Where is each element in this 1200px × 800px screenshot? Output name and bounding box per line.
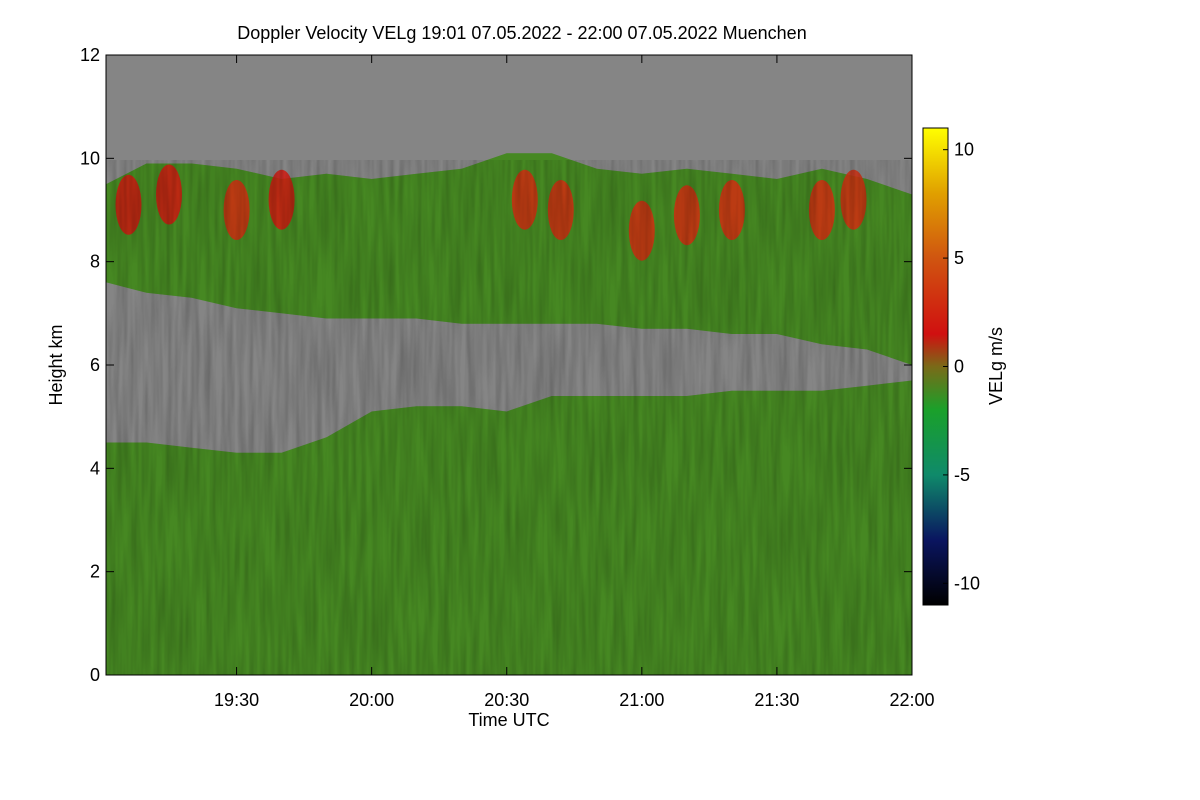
plot-area: [106, 55, 912, 675]
colorbar-tick-label: 0: [954, 357, 964, 377]
x-tick-label: 19:30: [214, 690, 259, 710]
colorbar-label: VELg m/s: [986, 327, 1006, 405]
y-tick-label: 4: [90, 458, 100, 478]
colorbar-ticks: 10 5 0 -5 -10: [943, 140, 980, 593]
y-tick-label: 0: [90, 665, 100, 685]
colorbar-tick-label: 5: [954, 248, 964, 268]
colorbar-tick-label: 10: [954, 140, 974, 160]
x-tick-label: 22:00: [889, 690, 934, 710]
x-axis-label: Time UTC: [468, 710, 549, 730]
texture-overlay: [106, 160, 912, 675]
colorbar-tick-label: -10: [954, 573, 980, 593]
y-tick-label: 8: [90, 252, 100, 272]
x-tick-label: 21:30: [754, 690, 799, 710]
colorbar-tick-label: -5: [954, 465, 970, 485]
x-tick-label: 20:00: [349, 690, 394, 710]
x-tick-label: 20:30: [484, 690, 529, 710]
y-axis-ticks: 0 2 4 6 8 10 12: [80, 45, 912, 685]
y-tick-label: 6: [90, 355, 100, 375]
x-axis-ticks: 19:30 20:00 20:30 21:00 21:30 22:00: [214, 55, 935, 710]
y-tick-label: 10: [80, 148, 100, 168]
y-axis-label: Height km: [46, 324, 66, 405]
y-tick-label: 12: [80, 45, 100, 65]
y-tick-label: 2: [90, 562, 100, 582]
x-tick-label: 21:00: [619, 690, 664, 710]
chart-title: Doppler Velocity VELg 19:01 07.05.2022 -…: [237, 23, 806, 43]
